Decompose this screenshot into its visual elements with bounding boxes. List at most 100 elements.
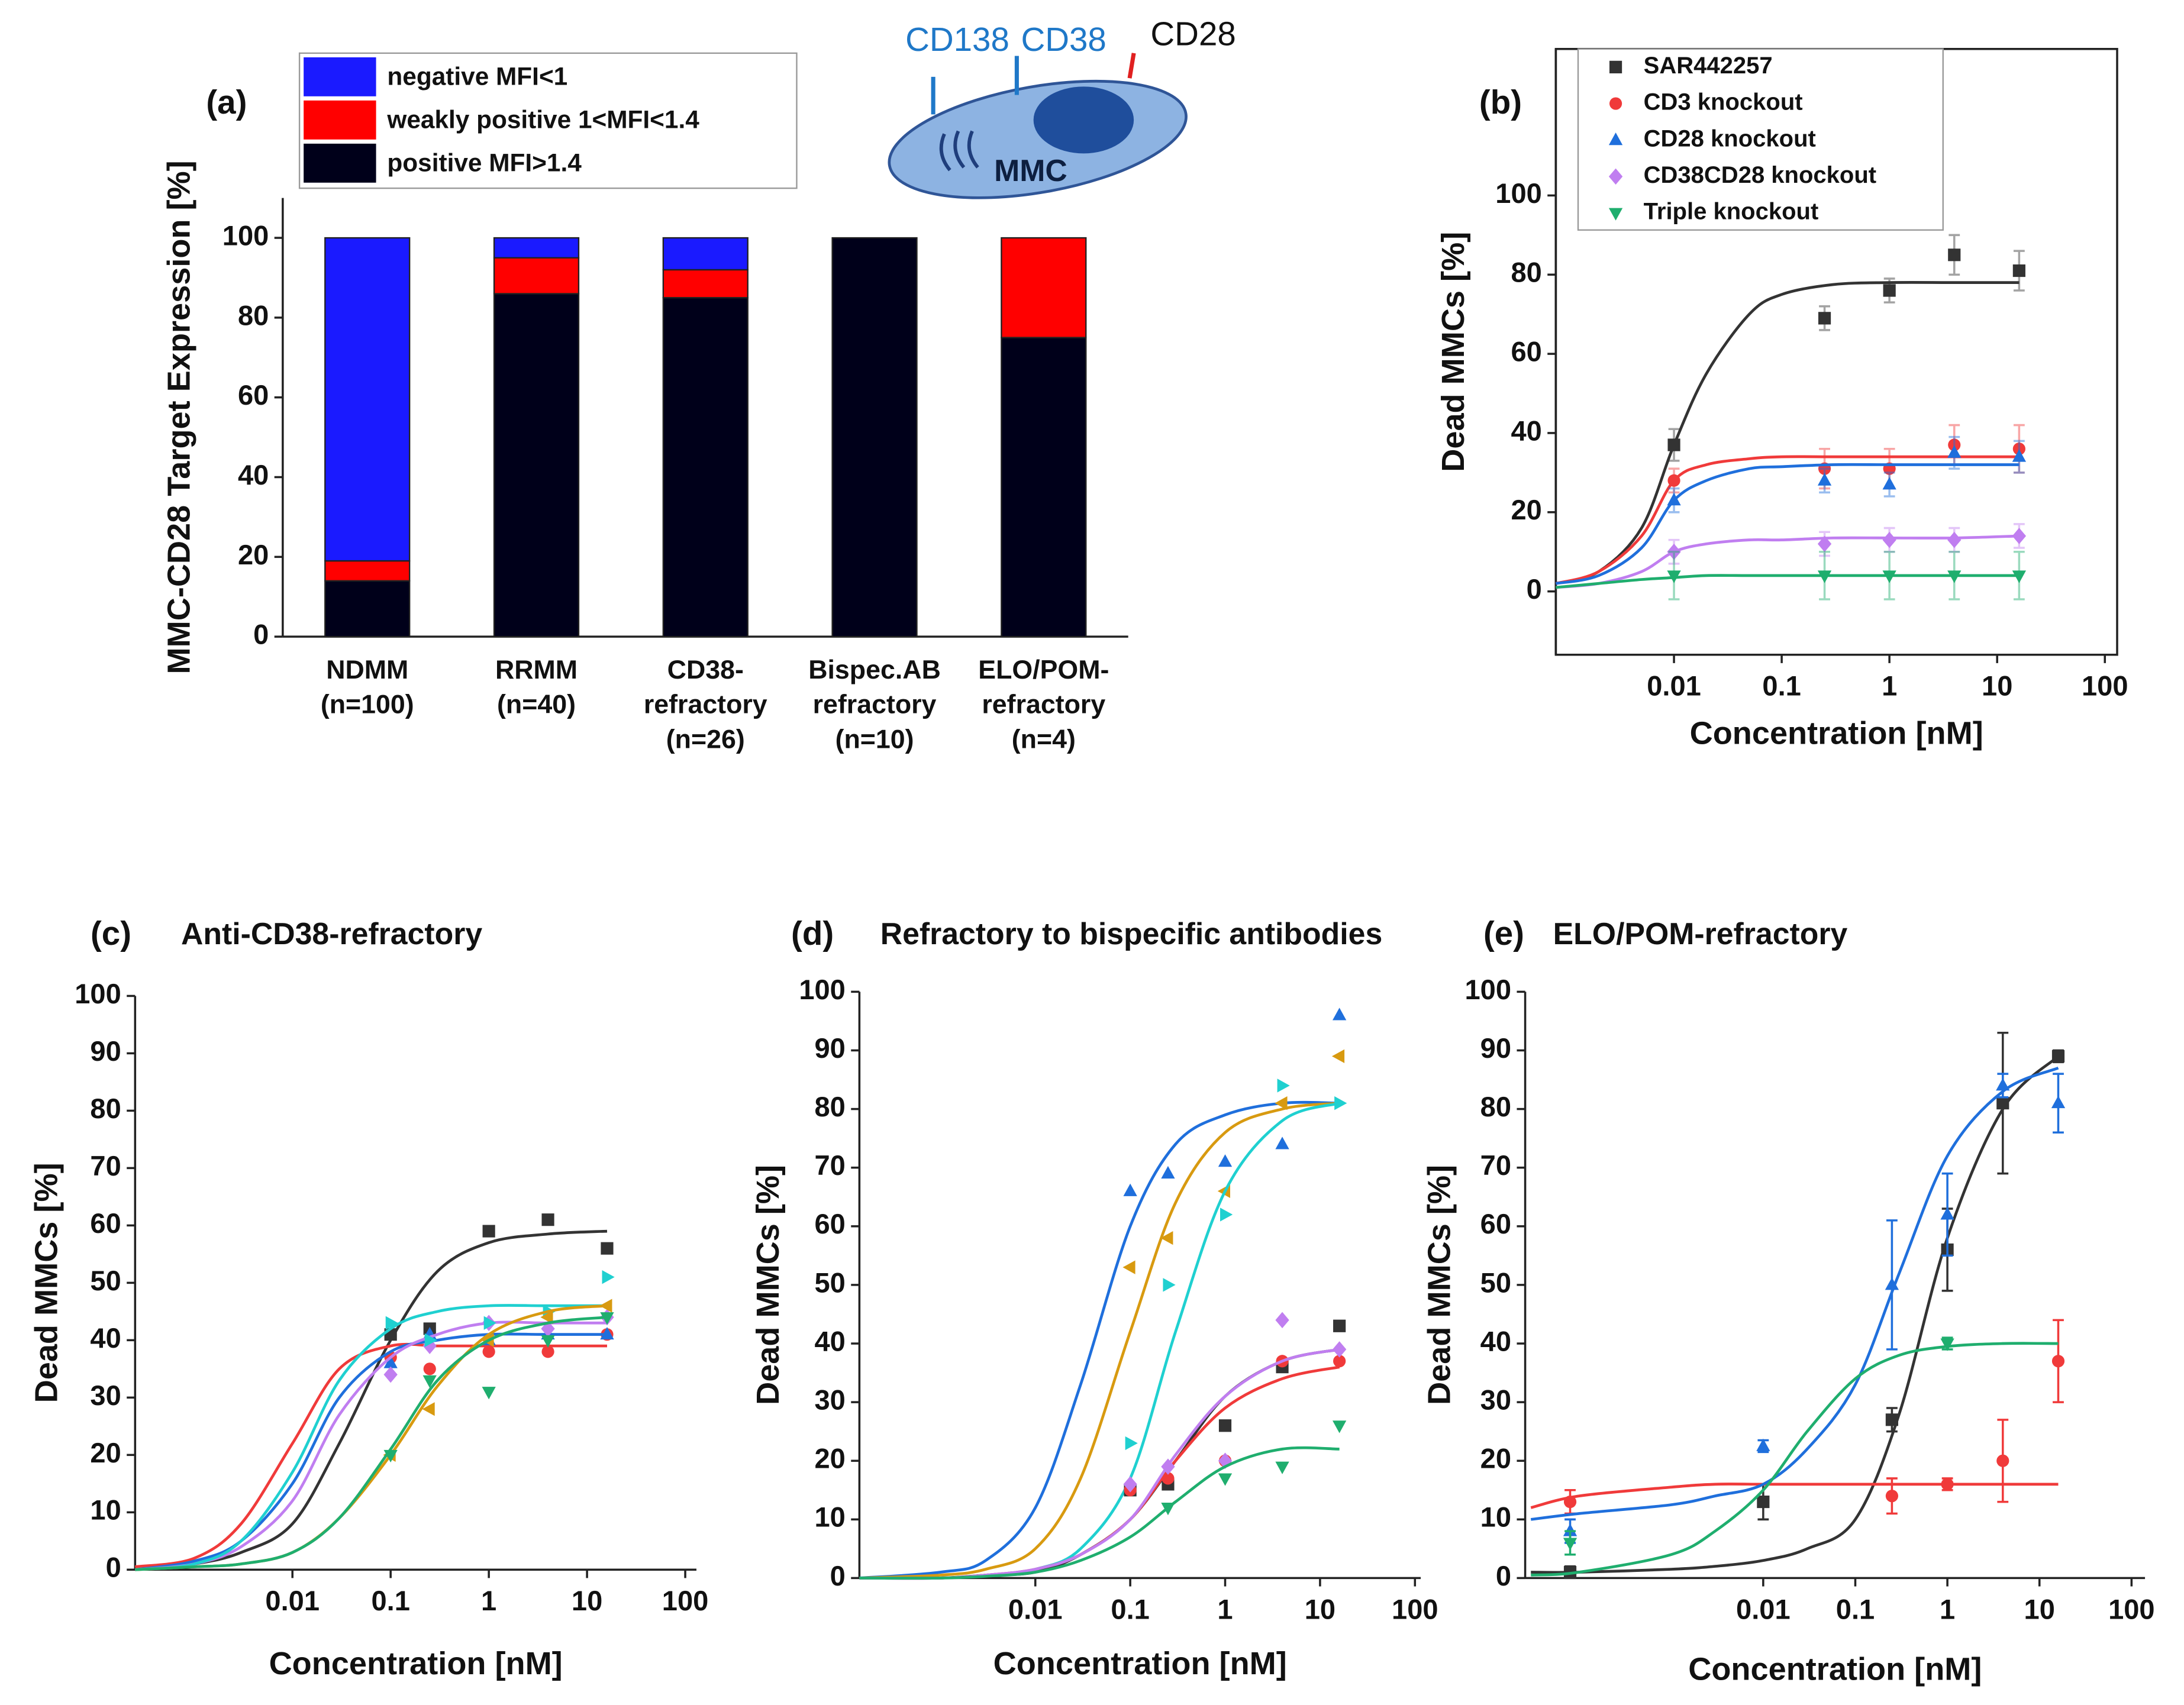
x-tick-label: 0.1 [1111, 1593, 1149, 1625]
cell-label: MMC [994, 153, 1067, 188]
fit-curve [1531, 1342, 2059, 1577]
y-tick-label: 10 [90, 1494, 121, 1526]
data-point [1940, 1207, 1954, 1220]
x-tick-label: 1 [1217, 1593, 1233, 1625]
x-tick-label: 0.1 [371, 1585, 409, 1616]
x-tick-label: 1 [481, 1585, 496, 1616]
legend-label: SAR442257 [1644, 53, 1773, 79]
panel-label: (e) [1483, 915, 1524, 952]
fit-curve [859, 1102, 1340, 1580]
fit-curve [135, 1229, 608, 1571]
legend-box [298, 52, 798, 189]
data-point [2012, 570, 2027, 583]
legend-label: negative MFI<1 [387, 62, 567, 90]
data-point [1757, 1495, 1770, 1509]
y-tick-label: 90 [90, 1035, 121, 1067]
y-tick-label: 10 [814, 1501, 845, 1533]
fit-curve [134, 1332, 607, 1571]
y-tick-label: 60 [238, 379, 269, 411]
data-point [1275, 1461, 1289, 1474]
bar-segment [662, 269, 749, 299]
bar-segment [831, 237, 918, 638]
data-point [541, 1320, 555, 1337]
data-point [1332, 1420, 1347, 1433]
y-tick-label: 40 [1511, 415, 1541, 446]
data-point [2012, 449, 2027, 462]
data-point [2051, 1050, 2065, 1063]
panel: (b) Dead MMCs [%] Concentration [nM] 0 20 40 6… [1435, 48, 2128, 751]
x-tick-label: 10 [1982, 670, 2012, 702]
data-point [1161, 1503, 1175, 1516]
x-tick-label: 0.01 [1736, 1593, 1791, 1625]
bar-segment [324, 580, 411, 638]
y-tick-label: 60 [90, 1207, 121, 1239]
y-axis-label: Dead MMCs [%] [750, 1165, 786, 1405]
data-point [423, 1362, 436, 1375]
y-tick-label: 30 [814, 1384, 845, 1416]
fit-curve [1556, 534, 2020, 589]
fit-curve [135, 1316, 608, 1571]
y-tick-label: 0 [830, 1560, 846, 1591]
y-tick-label: 80 [238, 299, 269, 331]
y-axis-label: MMC-CD28 Target Expression [%] [161, 160, 196, 674]
panel-label: (c) [91, 915, 131, 952]
x-tick-label: 0.01 [265, 1585, 320, 1616]
data-point [1948, 438, 1961, 451]
panel: (e) ELO/POM-refractory Dead MMCs [%] Concen… [1422, 915, 2155, 1687]
legend-box [1577, 48, 1944, 231]
data-point [383, 1366, 398, 1383]
data-point [2012, 528, 2027, 544]
legend-label: CD38CD28 knockout [1644, 162, 1876, 188]
data-point [541, 1335, 555, 1348]
y-tick-label: 100 [222, 219, 269, 251]
y-tick-label: 20 [90, 1437, 121, 1468]
data-point [1940, 1338, 1954, 1351]
bar-segment [324, 560, 411, 582]
x-axis-label: Concentration [nM] [1690, 716, 1983, 751]
cell [888, 79, 1188, 199]
panel: (a) MMC-CD28 Target Expression [%] 0 20 40 60… [161, 52, 1128, 754]
bar-segment [1001, 337, 1087, 638]
y-tick-label: 60 [1511, 336, 1541, 367]
y-tick-label: 80 [90, 1093, 121, 1124]
data-point [1885, 1490, 1899, 1503]
fit-curve [135, 1304, 607, 1571]
data-point [1332, 1008, 1347, 1021]
data-point [1667, 493, 1681, 506]
data-point [1883, 284, 1896, 297]
data-point [1161, 1165, 1175, 1179]
fit-curve [1555, 281, 2020, 585]
y-tick-label: 60 [814, 1208, 845, 1239]
y-tick-label: 60 [1480, 1208, 1511, 1239]
bar-segment [493, 237, 580, 259]
chart-title: Refractory to bispecific antibodies [880, 916, 1383, 951]
fit-curve [1555, 463, 2020, 585]
data-point [1333, 1319, 1346, 1332]
y-tick-label: 70 [814, 1149, 845, 1181]
panel-label: (b) [1479, 83, 1522, 121]
data-point [422, 1338, 437, 1354]
legend-marker [1609, 60, 1622, 73]
x-tick-label: 1 [1882, 670, 1897, 702]
data-point [1947, 570, 1962, 583]
y-tick-label: 20 [1480, 1443, 1511, 1474]
x-tick-label: (n=26) [666, 725, 745, 754]
y-tick-label: 0 [1527, 573, 1542, 605]
data-point [1667, 570, 1681, 583]
y-tick-label: 50 [1480, 1267, 1511, 1298]
fit-curve [859, 1365, 1340, 1580]
bar-segment [493, 293, 580, 638]
x-tick-label: (n=4) [1012, 725, 1076, 754]
panel-label: (a) [206, 83, 247, 121]
data-point [383, 1449, 398, 1463]
data-point [1885, 1413, 1899, 1426]
data-point [1882, 477, 1896, 490]
data-point [1162, 1472, 1175, 1485]
legend-label: CD3 knockout [1644, 89, 1803, 115]
data-point [1275, 1136, 1289, 1149]
data-point [1947, 445, 1962, 458]
legend-label: CD28 knockout [1644, 125, 1816, 151]
legend-marker [1609, 97, 1622, 110]
data-point [1218, 1419, 1232, 1432]
